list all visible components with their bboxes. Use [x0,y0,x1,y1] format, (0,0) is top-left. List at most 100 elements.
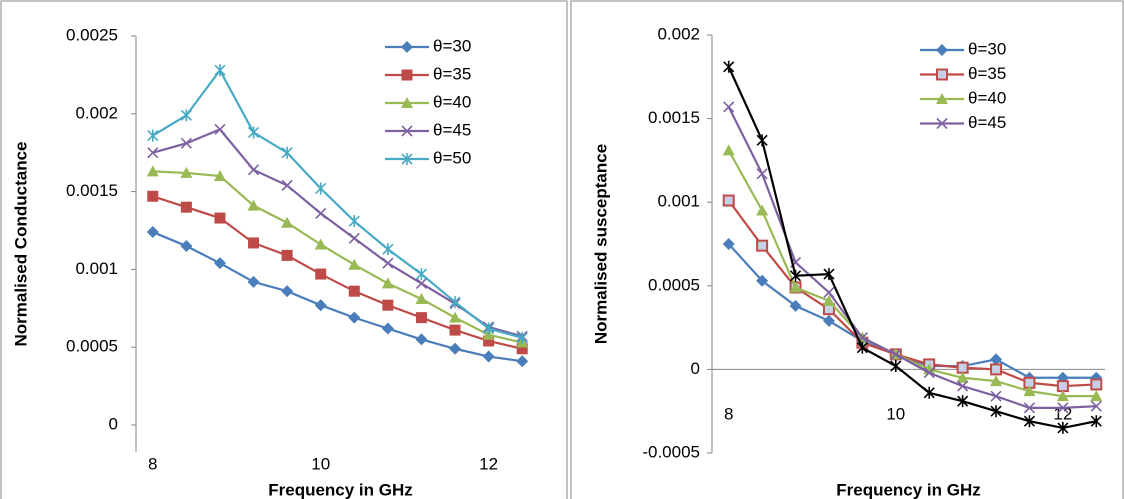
y-tick-label: -0.0005 [642,442,700,461]
data-point [923,367,935,379]
marker-shape [180,201,192,213]
marker-shape [382,257,394,269]
data-point [315,207,327,219]
marker-shape [415,333,428,346]
marker-shape [890,348,902,360]
legend-marker [936,68,948,81]
series-line [152,231,523,363]
marker-shape [180,109,192,122]
legend-marker [401,125,413,137]
marker-shape [381,322,394,335]
marker-shape [248,237,260,249]
data-point [722,238,735,250]
marker-shape [147,147,159,159]
marker-shape [756,134,768,147]
data-point [723,60,735,73]
marker-shape [516,343,528,355]
data-point [890,360,902,373]
legend-marker [936,93,948,104]
data-point [1056,380,1069,393]
y-tick-label: 0 [109,414,118,433]
data-point [247,275,260,288]
data-point [822,294,835,306]
y-tick-label: 0 [691,359,700,378]
x-tick-label: 8 [724,404,733,423]
marker-shape [401,153,413,165]
data-point [1057,421,1069,434]
series-line [727,149,1097,398]
legend-marker [401,69,413,81]
data-point [789,269,802,282]
marker-shape [213,170,226,182]
marker-shape [415,268,428,281]
data-point [348,215,360,228]
marker-shape [1056,380,1069,393]
data-point [990,390,1002,402]
marker-shape [382,243,394,256]
data-point [146,226,159,239]
marker-shape [990,353,1003,366]
data-point [281,179,293,191]
data-point [483,322,495,335]
data-point [1090,378,1103,391]
data-point [990,405,1002,418]
data-point [1090,415,1102,428]
marker-shape [348,311,361,324]
marker-shape [315,182,327,195]
marker-shape [401,41,413,53]
data-point [756,204,769,216]
data-point [281,146,293,159]
legend-label: θ=45 [433,120,471,139]
y-tick-label: 0.0005 [648,275,700,294]
data-point [723,101,735,113]
data-point [823,268,835,281]
data-point [214,123,226,135]
marker-shape [415,292,428,304]
marker-shape [401,125,413,137]
marker-shape [314,238,327,250]
marker-shape [247,275,260,288]
marker-shape [822,314,835,327]
marker-shape [146,226,159,239]
data-point [482,350,495,363]
y-tick-label: 0.001 [75,259,118,278]
data-point [722,144,735,156]
data-point [756,239,769,252]
marker-shape [247,126,260,139]
data-point [381,322,394,335]
data-point [381,277,394,289]
marker-shape [516,355,529,368]
data-point [1023,402,1036,414]
marker-shape [923,367,935,379]
data-point [382,243,394,256]
marker-shape [381,277,394,289]
data-point [315,268,327,280]
marker-shape [1090,390,1103,402]
legend-marker [936,44,948,56]
marker-shape [990,363,1003,376]
marker-shape [314,299,327,312]
data-point [314,238,327,250]
marker-shape [281,146,293,159]
x-axis-title: Frequency in GHz [836,480,981,499]
x-tick-label: 12 [1053,404,1072,423]
data-point [1023,415,1036,428]
marker-shape [823,268,835,281]
data-point [281,216,294,228]
marker-shape [214,123,226,135]
marker-shape [449,324,461,336]
y-tick-label: 0.002 [657,24,700,43]
marker-shape [957,395,969,408]
marker-shape [180,240,193,253]
marker-shape [722,144,735,156]
marker-shape [722,194,735,207]
y-tick-label: 0.001 [657,192,700,211]
data-point [449,311,462,323]
marker-shape [401,69,413,81]
legend-marker [936,117,948,130]
marker-shape [180,166,193,178]
legend-label: θ=35 [433,64,471,83]
data-point [415,333,428,346]
data-point [990,353,1003,366]
